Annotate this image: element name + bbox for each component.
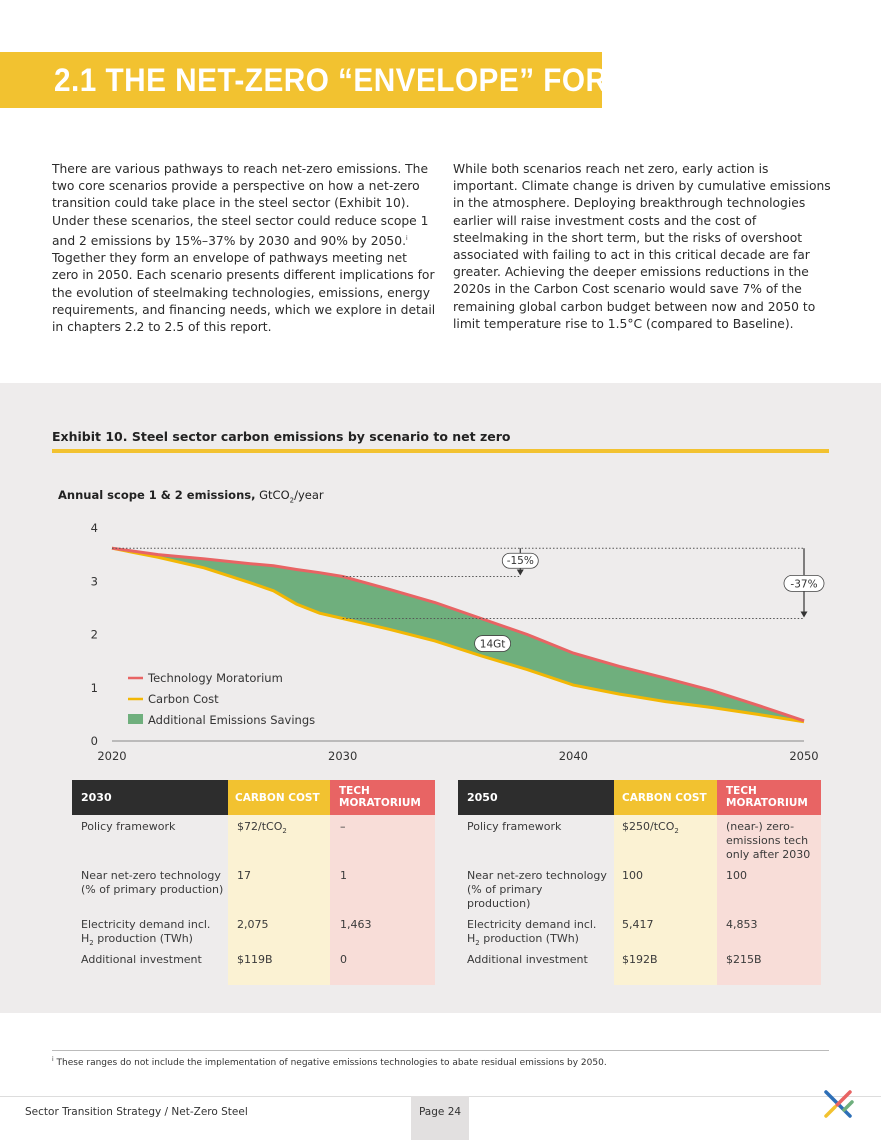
table-2050-header-carbon-cost: CARBON COST	[614, 780, 717, 815]
minus37-arrow-head	[800, 611, 808, 618]
table-row-label: Policy framework	[81, 820, 176, 833]
footnote: i These ranges do not include the implem…	[52, 1056, 607, 1068]
table-cell: $72/tCO2	[237, 820, 287, 838]
exhibit-panel: Exhibit 10. Steel sector carbon emission…	[0, 383, 881, 1013]
table-row-label: Electricity demand incl. H2 production (…	[467, 918, 596, 950]
table-cell: 1,463	[340, 918, 372, 931]
electricity-label: Electricity demand incl. H	[467, 918, 597, 945]
footnote-text: These ranges do not include the implemen…	[56, 1058, 607, 1068]
footnote-divider	[52, 1050, 829, 1051]
table-row-label: Additional investment	[467, 953, 588, 966]
table-cell: 100	[622, 869, 643, 882]
table-cell: $215B	[726, 953, 762, 966]
minus15-label: -15%	[507, 555, 534, 567]
table-cell: 17	[237, 869, 251, 882]
intro-left-column: There are various pathways to reach net-…	[52, 161, 437, 336]
y-axis-unit: GtCO	[255, 488, 290, 502]
legend-swatch-savings	[128, 714, 143, 724]
policy-value: $250/tCO	[622, 820, 675, 833]
table-cell: 4,853	[726, 918, 758, 931]
table-cell: 2,075	[237, 918, 269, 931]
table-2030-header-label: 2030	[72, 780, 228, 815]
legend-label-technology-moratorium: Technology Moratorium	[147, 671, 283, 685]
table-2050: 2050 CARBON COST TECH MORATORIUM Policy …	[458, 780, 821, 985]
h2-sub: 2	[89, 939, 94, 948]
tech-moratorium-heading: TECH MORATORIUM	[339, 785, 421, 809]
title-banner: 2.1 The net-zero “envelope” for steel	[0, 52, 714, 108]
table-2050-header-tech-moratorium: TECH MORATORIUM	[717, 780, 821, 815]
x-tick-label: 2030	[328, 749, 357, 763]
minus37-label-pill	[783, 574, 825, 592]
table-cell: –	[340, 820, 346, 833]
table-2030: 2030 CARBON COST TECH MORATORIUM Policy …	[72, 780, 435, 985]
intro-right-column: While both scenarios reach net zero, ear…	[453, 161, 833, 333]
legend-label-carbon-cost: Carbon Cost	[148, 692, 219, 706]
intro-left-text: There are various pathways to reach net-…	[52, 161, 437, 336]
cumulative-savings-pill	[474, 635, 512, 652]
table-2030-header-carbon-cost: CARBON COST	[228, 780, 330, 815]
logo-icon	[824, 1090, 854, 1118]
table-cell: 100	[726, 869, 747, 882]
table-cell: 5,417	[622, 918, 654, 931]
minus37-label: -37%	[790, 578, 817, 590]
intro-right-text: While both scenarios reach net zero, ear…	[453, 162, 831, 331]
y-axis-title: Annual scope 1 & 2 emissions, GtCO2/year	[58, 488, 324, 504]
table-2050-year: 2050	[467, 791, 498, 804]
legend-label-savings: Additional Emissions Savings	[148, 713, 315, 727]
table-2030-year: 2030	[81, 791, 112, 804]
exhibit-title-rule	[52, 449, 829, 453]
footer-publication: Sector Transition Strategy / Net-Zero St…	[25, 1106, 248, 1118]
intro-left-part1: There are various pathways to reach net-…	[52, 162, 429, 248]
exhibit-title: Exhibit 10. Steel sector carbon emission…	[52, 429, 511, 444]
y-axis-unit-sub: 2	[289, 496, 295, 505]
footnote-marker: i	[52, 1056, 54, 1063]
y-tick-label: 1	[91, 681, 98, 695]
tech-moratorium-heading: TECH MORATORIUM	[726, 785, 808, 809]
page-title: 2.1 The net-zero “envelope” for steel	[54, 62, 715, 98]
table-2030-header-tech-moratorium: TECH MORATORIUM	[330, 780, 435, 815]
x-tick-label: 2040	[559, 749, 588, 763]
table-cell: (near-) zero- emissions tech only after …	[726, 820, 811, 861]
savings-area	[112, 548, 804, 722]
table-row-label: Additional investment	[81, 953, 202, 966]
x-tick-label: 2020	[97, 749, 126, 763]
x-tick-label: 2050	[789, 749, 818, 763]
policy-value-sub: 2	[674, 827, 679, 836]
carbon-cost-heading: CARBON COST	[622, 792, 707, 804]
table-cell: 1	[340, 869, 347, 882]
y-tick-label: 2	[91, 628, 98, 642]
y-axis-unit-tail: /year	[294, 488, 324, 502]
technology-moratorium-line	[111, 546, 805, 723]
table-row-label: Policy framework	[467, 820, 562, 833]
electricity-label-tail: production (TWh)	[479, 932, 579, 945]
y-tick-label: 3	[91, 574, 98, 588]
carbon-cost-line	[111, 546, 805, 724]
intro-left-part2: Together they form an envelope of pathwa…	[52, 251, 436, 334]
table-row-label: Electricity demand incl. H2 production (…	[81, 918, 210, 950]
y-tick-label: 4	[91, 521, 98, 535]
minus15-arrow-head	[516, 569, 524, 576]
table-cell: 0	[340, 953, 347, 966]
y-axis-title-bold: Annual scope 1 & 2 emissions,	[58, 488, 256, 502]
table-cell: $119B	[237, 953, 273, 966]
table-2050-header-label: 2050	[458, 780, 614, 815]
electricity-label: Electricity demand incl. H	[81, 918, 211, 945]
page-number: Page 24	[411, 1096, 469, 1140]
table-row-label: Near net-zero technology (% of primary p…	[81, 869, 224, 896]
carbon-cost-heading: CARBON COST	[235, 792, 320, 804]
emissions-chart: 0 1 2 3 4 2020 2030 2040 2050 -15% -37% 14Gt Technol…	[91, 521, 825, 763]
policy-value-sub: 2	[282, 827, 287, 836]
policy-value: $72/tCO	[237, 820, 283, 833]
minus15-label-pill	[501, 552, 539, 569]
table-row-label: Near net-zero technology (% of primary p…	[467, 869, 607, 910]
cumulative-savings-label: 14Gt	[480, 639, 506, 651]
h2-sub: 2	[475, 939, 480, 948]
footnote-marker: i	[406, 234, 408, 242]
y-tick-label: 0	[91, 734, 98, 748]
table-cell: $250/tCO2	[622, 820, 679, 838]
table-cell: $192B	[622, 953, 658, 966]
electricity-label-tail: production (TWh)	[93, 932, 193, 945]
